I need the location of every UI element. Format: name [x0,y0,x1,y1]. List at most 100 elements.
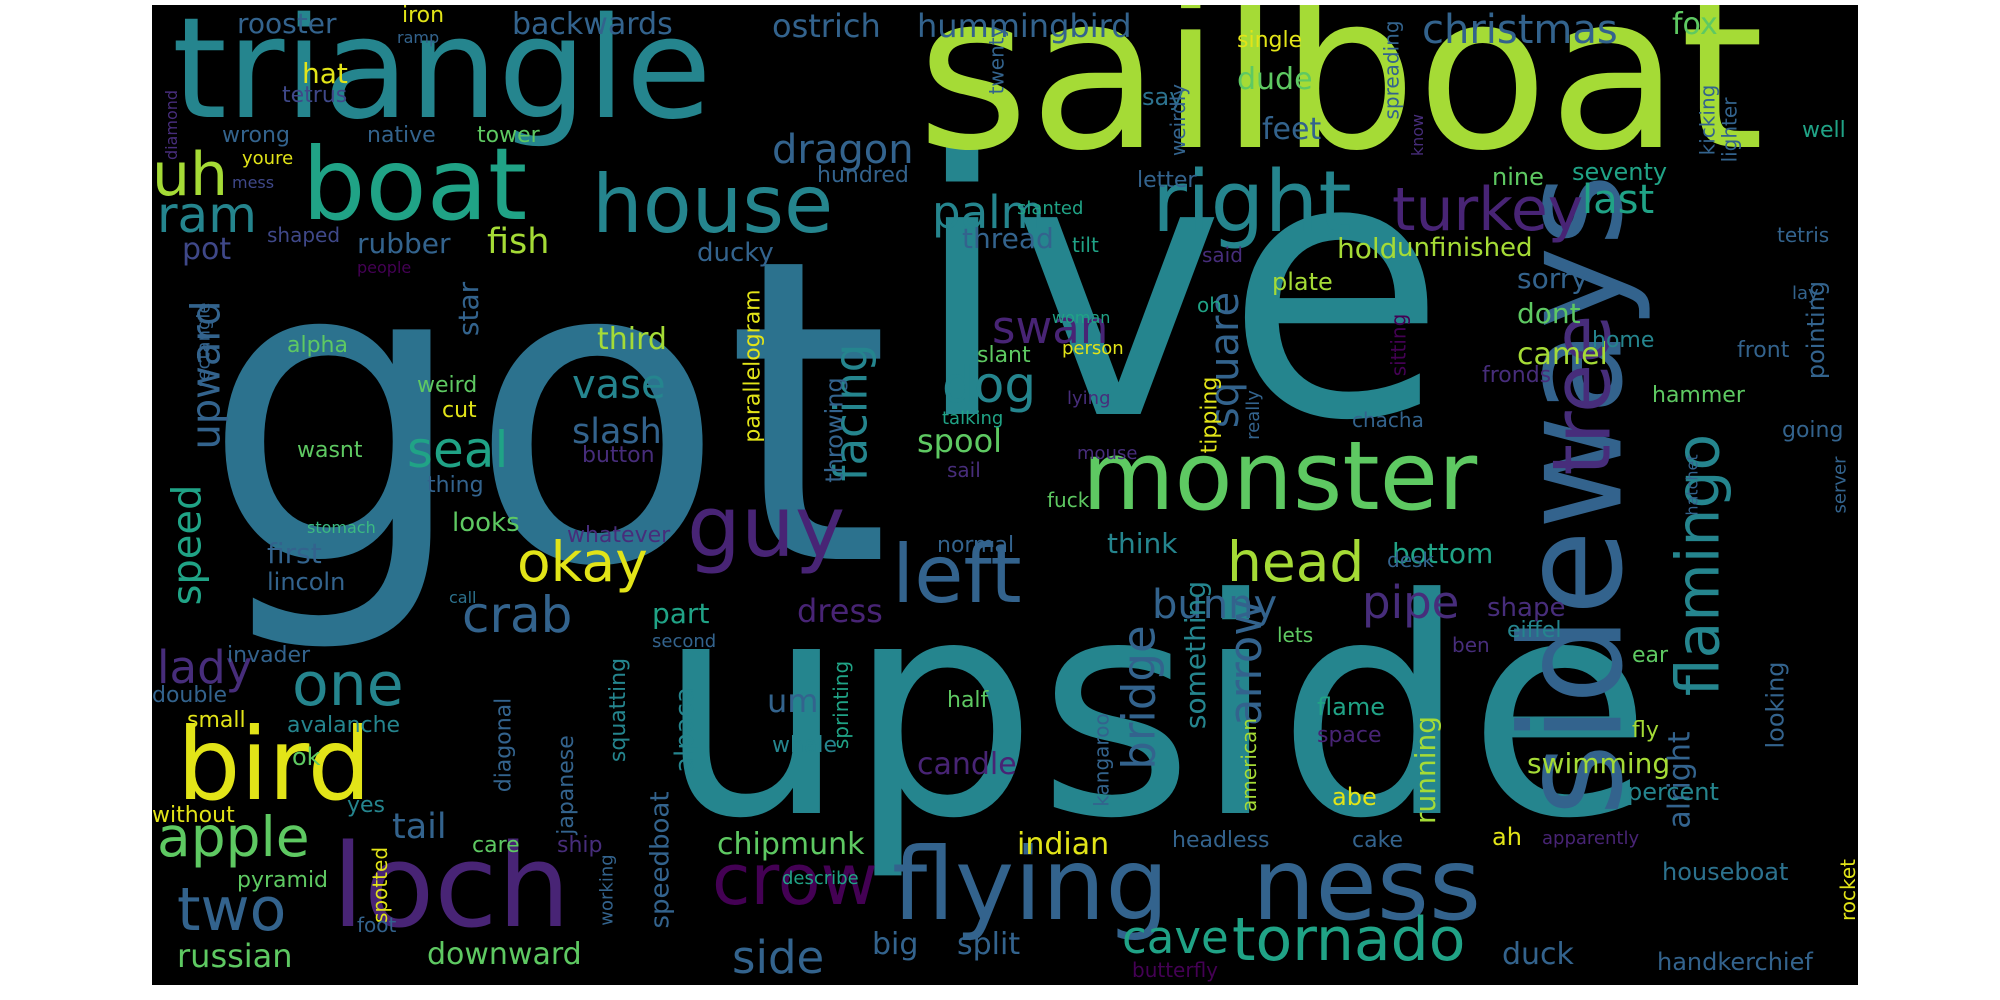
word-monster: monster [1082,422,1478,532]
word-woman: woman [1052,308,1111,327]
word-double: double [152,683,227,708]
word-butterfly: butterfly [1132,958,1219,982]
word-going: going [1782,418,1844,443]
word-hammer: hammer [1652,383,1745,408]
word-bird: bird [177,706,372,823]
word-fish: fish [487,222,550,262]
word-indian: indian [1017,827,1110,862]
word-house: house [592,158,834,251]
word-slash: slash [572,412,662,452]
word-feet: feet [1262,112,1322,147]
word-headless: headless [1172,828,1270,853]
word-foot: foot [357,913,397,937]
word-got: got [202,170,891,659]
word-youre: youre [242,148,294,169]
word-flame: flame [1317,693,1385,721]
word-american: american [1236,718,1261,812]
word-rocket: rocket [1836,858,1858,922]
word-tetrus: tetrus [282,83,348,108]
word-dude: dude [1237,62,1313,97]
word-sailboat: sailboat [917,5,1765,198]
word-boat: boat [302,126,528,243]
word-bottom: bottom [1392,537,1494,570]
word-person: person [1062,338,1124,359]
word-thread: thread [962,222,1054,255]
word-pipe: pipe [1362,576,1460,629]
word-cake: cake [1352,828,1404,853]
word-apparently: apparently [1542,828,1640,849]
word-spool: spool [917,422,1003,460]
word-weirdly: weirdly [1166,83,1191,157]
word-invader: invader [227,643,311,668]
word-tower: tower [477,123,540,148]
word-bridge: bridge [1112,625,1166,770]
word-dog: dog [942,356,1037,414]
word-said: said [1202,243,1243,267]
word-running: running [1409,715,1443,825]
word-ness: ness [1252,826,1482,943]
word-alpaca: alpaca [669,687,700,773]
word-small: small [187,708,246,733]
word-lady: lady [157,641,253,694]
word-cloud: got ive upside sailboat triangle sideway… [152,5,1858,985]
word-diamond: diamond [162,89,182,161]
word-um: um [767,682,819,720]
word-single: single [1237,28,1303,53]
word-fly: fly [1632,718,1659,743]
word-whale: whale [772,733,838,758]
word-tilt: tilt [1072,233,1099,257]
word-dragon: dragon [772,127,914,173]
word-part: part [652,597,710,630]
word-care: care [472,833,520,858]
word-percent: percent [1627,778,1719,806]
word-front: front [1737,338,1790,363]
word-houseboat: houseboat [1662,858,1789,886]
word-japanese: japanese [553,735,579,835]
word-pyramid: pyramid [237,868,329,893]
word-duck: duck [1502,937,1574,972]
word-ear: ear [1632,643,1669,668]
word-christmas: christmas [1422,7,1618,53]
word-squatting: squatting [606,657,632,763]
word-really: really [1242,390,1264,440]
word-ben: ben [1452,633,1490,657]
word-two: two [177,875,287,945]
word-speedboat: speedboat [645,791,676,929]
word-turkey: turkey [1392,175,1584,245]
word-dont: dont [1517,297,1581,330]
word-avalanche: avalanche [287,713,401,738]
word-chacha: chacha [1352,408,1424,432]
word-third: third [597,322,667,357]
word-vase: vase [572,362,666,408]
word-something: something [1179,580,1213,730]
word-lay: lay [1792,283,1819,304]
word-kangaroo: kangaroo [1089,713,1114,807]
word-slanted: slanted [1017,198,1084,219]
word-twenty: twenty [984,25,1009,95]
word-looks: looks [452,508,520,538]
word-slant: slant [977,343,1031,368]
word-space: space [1317,723,1382,748]
word-describe: describe [782,868,859,889]
word-camel: camel [1517,337,1608,372]
word-hat: hat [302,57,348,90]
word-home: home [1592,328,1655,353]
word-looking: looking [1761,661,1790,749]
word-lincoln: lincoln [267,568,346,596]
word-upside: upside [657,535,1653,884]
word-seventy: seventy [1572,158,1668,186]
word-second: second [652,631,717,652]
word-ive: ive [912,80,1447,499]
word-cave: cave [1122,911,1229,964]
word-thing: thing [427,473,484,498]
word-unfinished: unfinished [1397,233,1533,263]
word-candle: candle [917,747,1017,782]
word-parallelogram: parallelogram [740,289,766,443]
word-hundred: hundred [817,163,909,188]
word-swimming: swimming [1527,747,1671,780]
word-left: left [892,528,1022,621]
word-pot: pot [182,232,232,267]
word-think: think [1107,527,1178,560]
word-handkerchief: handkerchief [1657,948,1813,976]
word-triangle: triangle [172,5,712,151]
